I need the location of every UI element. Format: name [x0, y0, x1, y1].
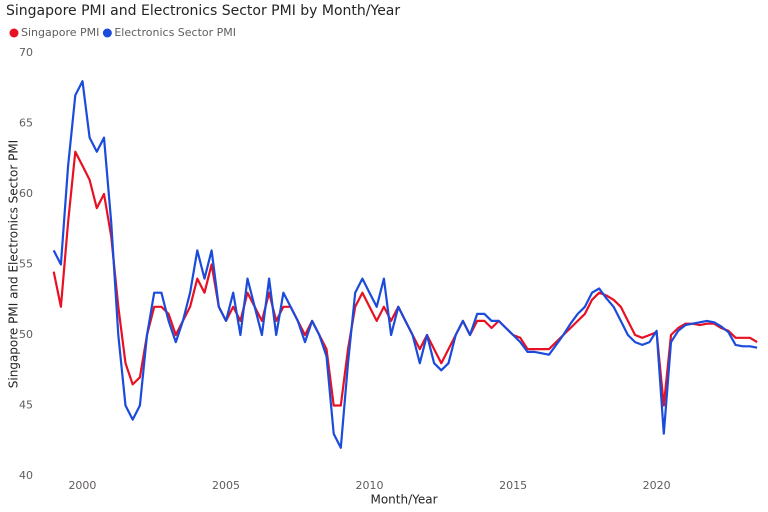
y-tick-label: 45	[19, 399, 33, 412]
chart-title: Singapore PMI and Electronics Sector PMI…	[6, 3, 400, 19]
x-tick-label: 2020	[643, 479, 671, 492]
x-tick-label: 2015	[499, 479, 527, 492]
y-tick-label: 70	[19, 46, 33, 59]
y-tick-label: 40	[19, 469, 33, 482]
y-tick-label: 50	[19, 328, 33, 341]
y-axis-title: Singapore PMI and Electronics Sector PMI	[7, 140, 21, 388]
legend: Singapore PMI Electronics Sector PMI	[9, 26, 236, 39]
series-line	[52, 80, 758, 449]
x-axis-title: Month/Year	[370, 493, 437, 507]
legend-label: Singapore PMI	[21, 26, 99, 39]
y-tick-label: 60	[19, 187, 33, 200]
y-tick-label: 65	[19, 117, 33, 130]
y-tick-label: 55	[19, 258, 33, 271]
legend-label: Electronics Sector PMI	[114, 26, 236, 39]
x-tick-label: 2005	[212, 479, 240, 492]
series-line	[52, 150, 758, 407]
x-tick-label: 2010	[356, 479, 384, 492]
legend-marker	[102, 28, 112, 38]
x-tick-label: 2000	[68, 479, 96, 492]
legend-marker	[9, 28, 19, 38]
